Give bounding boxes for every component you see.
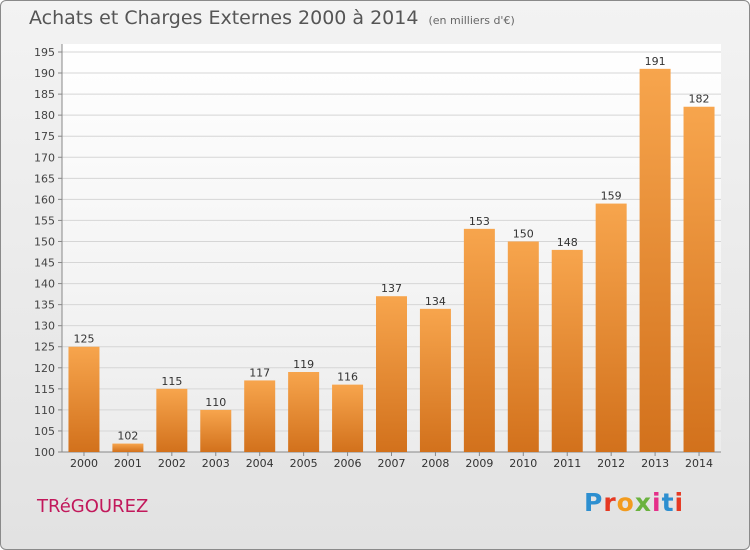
y-tick-label: 145 <box>34 257 55 270</box>
brand-letter: t <box>661 488 675 517</box>
x-tick-label: 2014 <box>685 457 713 470</box>
x-tick-label: 2000 <box>70 457 98 470</box>
commune-name: TRéGOUREZ <box>37 496 149 517</box>
brand-letter: P <box>584 488 604 517</box>
y-tick-label: 175 <box>34 130 55 143</box>
y-tick-label: 115 <box>34 383 55 396</box>
x-tick-label: 2013 <box>641 457 669 470</box>
brand-letter: r <box>603 488 617 517</box>
bar <box>156 388 188 452</box>
bar <box>551 249 583 452</box>
bar <box>595 203 627 452</box>
bar <box>639 68 671 452</box>
bar <box>463 228 495 452</box>
chart-title-text: Achats et Charges Externes 2000 à 2014 <box>29 7 419 29</box>
y-tick-label: 100 <box>34 446 55 459</box>
x-tick-label: 2011 <box>553 457 581 470</box>
y-tick-label: 120 <box>34 362 55 375</box>
y-tick-label: 105 <box>34 425 55 438</box>
data-label: 159 <box>601 190 622 203</box>
data-label: 115 <box>161 375 182 388</box>
y-tick-label: 180 <box>34 109 55 122</box>
brand-letter: i <box>652 488 662 517</box>
bar <box>288 372 320 452</box>
y-tick-label: 130 <box>34 320 55 333</box>
y-tick-label: 140 <box>34 278 55 291</box>
y-tick-label: 150 <box>34 235 55 248</box>
data-label: 116 <box>337 371 358 384</box>
y-tick-label: 170 <box>34 151 55 164</box>
data-label: 117 <box>249 366 270 379</box>
bar <box>683 106 715 452</box>
bar <box>68 346 100 452</box>
y-tick-label: 190 <box>34 67 55 80</box>
data-label: 102 <box>117 430 138 443</box>
bar <box>507 241 539 452</box>
x-tick-label: 2007 <box>378 457 406 470</box>
x-tick-label: 2004 <box>246 457 274 470</box>
x-tick-label: 2005 <box>290 457 318 470</box>
y-tick-label: 125 <box>34 341 55 354</box>
proxiti-logo: Proxiti <box>584 488 684 517</box>
brand-letter: i <box>674 488 685 517</box>
x-tick-label: 2002 <box>158 457 186 470</box>
y-tick-label: 195 <box>34 46 55 59</box>
x-tick-label: 2009 <box>465 457 493 470</box>
y-tick-label: 185 <box>34 88 55 101</box>
y-tick-label: 135 <box>34 299 55 312</box>
data-label: 150 <box>513 227 534 240</box>
y-tick-label: 110 <box>34 404 55 417</box>
x-tick-label: 2001 <box>114 457 142 470</box>
data-label: 125 <box>73 333 94 346</box>
chart-subtitle: (en milliers d'€) <box>428 14 515 27</box>
bar <box>332 384 364 452</box>
y-tick-label: 155 <box>34 214 55 227</box>
x-tick-label: 2010 <box>509 457 537 470</box>
x-tick-label: 2012 <box>597 457 625 470</box>
data-label: 137 <box>381 282 402 295</box>
bar <box>200 409 232 452</box>
data-label: 182 <box>689 93 710 106</box>
bar <box>112 443 144 452</box>
data-label: 134 <box>425 295 446 308</box>
data-label: 191 <box>645 55 666 68</box>
bar <box>376 296 407 452</box>
brand-letter: x <box>634 488 652 517</box>
y-tick-label: 160 <box>34 193 55 206</box>
y-tick-label: 165 <box>34 172 55 185</box>
bar <box>419 308 451 452</box>
data-label: 148 <box>557 236 578 249</box>
data-label: 119 <box>293 358 314 371</box>
x-tick-label: 2008 <box>421 457 449 470</box>
x-tick-label: 2003 <box>202 457 230 470</box>
data-label: 110 <box>205 396 226 409</box>
data-label: 153 <box>469 215 490 228</box>
brand-letter: o <box>616 488 635 517</box>
x-tick-label: 2006 <box>334 457 362 470</box>
bar <box>244 380 276 452</box>
chart-title: Achats et Charges Externes 2000 à 2014 (e… <box>29 7 515 29</box>
